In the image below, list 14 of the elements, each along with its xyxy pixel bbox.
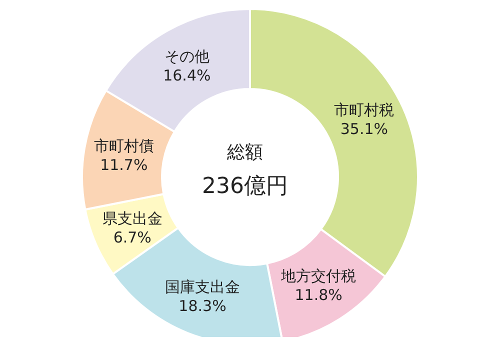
data-label: 6.7%: [113, 228, 152, 246]
slice-label: 地方交付税: [280, 267, 356, 286]
data-label: 11.7%: [100, 156, 148, 174]
text: 総額: [226, 141, 264, 165]
slice-label: 国庫支出金: [165, 278, 240, 296]
slice-label: 市町村税: [334, 101, 394, 120]
data-label: 11.8%: [294, 286, 342, 304]
slice-label: その他: [164, 48, 210, 66]
data-label: 16.4%: [163, 66, 211, 85]
text: 236億円: [201, 174, 289, 200]
slice-label: 県支出金: [102, 209, 162, 228]
data-label: 35.1%: [340, 120, 388, 138]
data-label: 18.3%: [178, 296, 226, 315]
slice-label: 市町村債: [94, 136, 154, 155]
